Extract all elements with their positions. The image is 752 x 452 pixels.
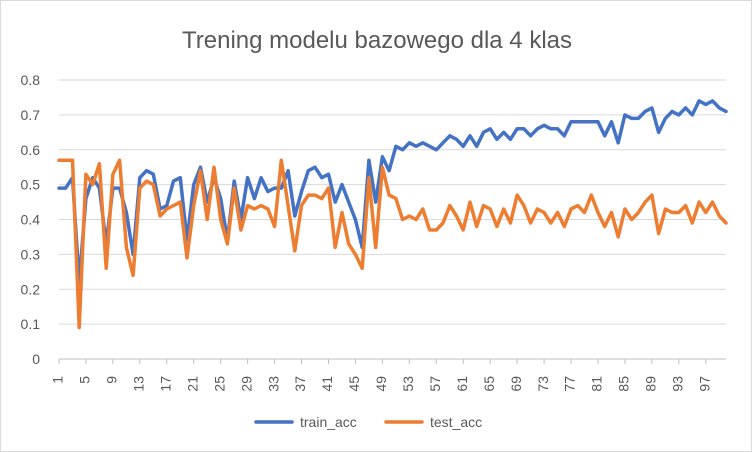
x-tick-label: 77 bbox=[562, 376, 578, 392]
x-tick-label: 49 bbox=[373, 376, 389, 392]
x-tick-label: 53 bbox=[400, 376, 416, 392]
x-tick-label: 85 bbox=[616, 376, 632, 392]
x-tick-label: 5 bbox=[77, 376, 93, 384]
y-tick-label: 0 bbox=[32, 351, 40, 367]
y-tick-label: 0.6 bbox=[21, 142, 41, 158]
x-tick-label: 33 bbox=[265, 376, 281, 392]
x-tick-label: 65 bbox=[481, 376, 497, 392]
x-tick-label: 73 bbox=[535, 376, 551, 392]
x-tick-label: 21 bbox=[184, 376, 200, 392]
x-tick-label: 13 bbox=[131, 376, 147, 392]
y-tick-label: 0.8 bbox=[21, 72, 41, 88]
legend-label-test_acc: test_acc bbox=[430, 414, 482, 430]
x-tick-label: 29 bbox=[238, 376, 254, 392]
x-tick-label: 97 bbox=[696, 376, 712, 392]
y-axis-ticks: 0 0.1 0.2 0.3 0.4 0.5 0.6 0.7 0.8 bbox=[21, 72, 41, 367]
x-tick-label: 93 bbox=[670, 376, 686, 392]
grid-layer bbox=[59, 79, 726, 360]
legend-label-train_acc: train_acc bbox=[300, 414, 357, 430]
y-tick-label: 0.3 bbox=[21, 246, 41, 262]
x-tick-label: 1 bbox=[50, 376, 66, 384]
x-tick-label: 61 bbox=[454, 376, 470, 392]
y-tick-label: 0.7 bbox=[21, 107, 41, 123]
x-tick-label: 37 bbox=[292, 376, 308, 392]
y-tick-label: 0.1 bbox=[21, 316, 41, 332]
series-line-test_acc bbox=[57, 158, 728, 330]
y-tick-label: 0.5 bbox=[21, 177, 41, 193]
x-tick-label: 9 bbox=[104, 376, 120, 384]
x-tick-label: 41 bbox=[319, 376, 335, 392]
y-tick-label: 0.2 bbox=[21, 281, 41, 297]
series-line-train_acc bbox=[57, 99, 728, 285]
x-tick-label: 17 bbox=[158, 376, 174, 392]
y-tick-label: 0.4 bbox=[21, 212, 41, 228]
chart-title: Trening modelu bazowego dla 4 klas bbox=[182, 27, 572, 54]
x-tick-label: 25 bbox=[211, 376, 227, 392]
x-tick-label: 57 bbox=[427, 376, 443, 392]
x-tick-label: 69 bbox=[508, 376, 524, 392]
x-tick-label: 89 bbox=[643, 376, 659, 392]
x-axis-ticks: 1 5 9 13 17 21 25 29 33 37 41 45 49 53 57 61 65 69 73 77 81 8… bbox=[50, 359, 712, 392]
series-layer bbox=[57, 99, 728, 330]
legend: train_acc test_acc bbox=[254, 414, 482, 430]
x-tick-label: 81 bbox=[589, 376, 605, 392]
x-tick-label: 45 bbox=[346, 376, 362, 392]
